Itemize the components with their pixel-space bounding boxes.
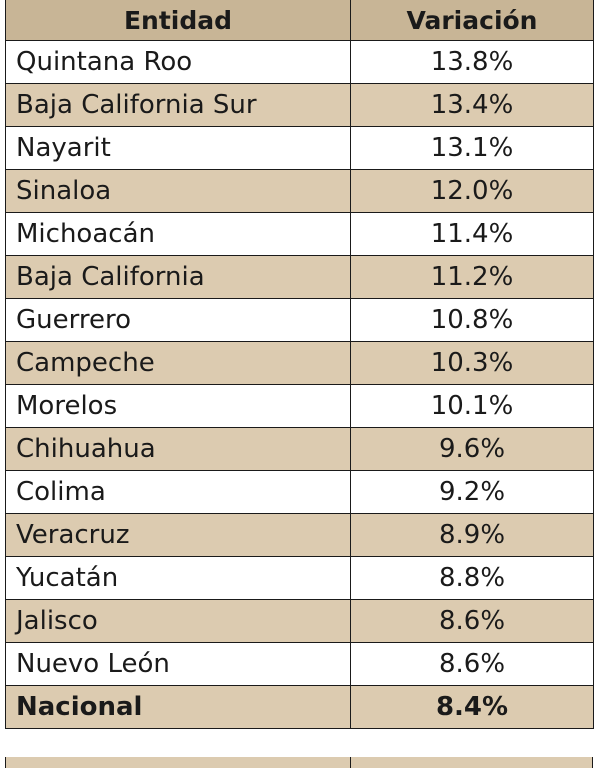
table-row: Quintana Roo 13.8%: [5, 40, 594, 84]
variacion-cell: 10.1%: [350, 384, 594, 428]
entidad-cell: Colima: [5, 470, 351, 514]
table-row: Michoacán 11.4%: [5, 212, 594, 256]
variacion-cell: 8.6%: [350, 599, 594, 643]
table-row: Jalisco 8.6%: [5, 599, 594, 643]
entidad-cell: Chihuahua: [5, 427, 351, 471]
total-row: Nacional 8.4%: [5, 685, 594, 729]
header-variacion: Variación: [350, 0, 594, 41]
variation-table: Entidad Variación Quintana Roo 13.8% Baj…: [5, 0, 594, 729]
entidad-cell: Campeche: [5, 341, 351, 385]
total-variacion-cell: 8.4%: [350, 685, 594, 729]
header-entidad: Entidad: [5, 0, 351, 41]
variacion-cell: 13.1%: [350, 126, 594, 170]
entidad-cell: Jalisco: [5, 599, 351, 643]
entidad-cell: Morelos: [5, 384, 351, 428]
table-row: Nuevo León 8.6%: [5, 642, 594, 686]
table-row: Campeche 10.3%: [5, 341, 594, 385]
table-header-row: Entidad Variación: [5, 0, 594, 41]
table-row: Veracruz 8.9%: [5, 513, 594, 557]
table-row: Baja California Sur 13.4%: [5, 83, 594, 127]
entidad-cell: Baja California Sur: [5, 83, 351, 127]
table-row: Chihuahua 9.6%: [5, 427, 594, 471]
variacion-cell: 10.3%: [350, 341, 594, 385]
total-entidad-cell: Nacional: [5, 685, 351, 729]
variacion-cell: 10.8%: [350, 298, 594, 342]
variacion-cell: 8.9%: [350, 513, 594, 557]
entidad-cell: Nayarit: [5, 126, 351, 170]
entidad-cell: Sinaloa: [5, 169, 351, 213]
entidad-cell: Quintana Roo: [5, 40, 351, 84]
entidad-cell: Veracruz: [5, 513, 351, 557]
table-row: Morelos 10.1%: [5, 384, 594, 428]
entidad-cell: Guerrero: [5, 298, 351, 342]
entidad-cell: Michoacán: [5, 212, 351, 256]
variacion-cell: 9.2%: [350, 470, 594, 514]
variation-table-container: Entidad Variación Quintana Roo 13.8% Baj…: [5, 0, 594, 729]
table-row: Guerrero 10.8%: [5, 298, 594, 342]
table-row: Sinaloa 12.0%: [5, 169, 594, 213]
variacion-cell: 8.6%: [350, 642, 594, 686]
entidad-cell: Baja California: [5, 255, 351, 299]
variacion-cell: 9.6%: [350, 427, 594, 471]
table-row: Baja California 11.2%: [5, 255, 594, 299]
variacion-cell: 13.4%: [350, 83, 594, 127]
entidad-cell: Nuevo León: [5, 642, 351, 686]
variacion-cell: 11.2%: [350, 255, 594, 299]
entidad-cell: Yucatán: [5, 556, 351, 600]
variacion-cell: 12.0%: [350, 169, 594, 213]
table-row: Yucatán 8.8%: [5, 556, 594, 600]
table-row: Colima 9.2%: [5, 470, 594, 514]
table-row: Nayarit 13.1%: [5, 126, 594, 170]
column-divider: [350, 757, 351, 768]
table-continuation-strip: [5, 757, 593, 768]
variacion-cell: 8.8%: [350, 556, 594, 600]
variacion-cell: 11.4%: [350, 212, 594, 256]
variacion-cell: 13.8%: [350, 40, 594, 84]
